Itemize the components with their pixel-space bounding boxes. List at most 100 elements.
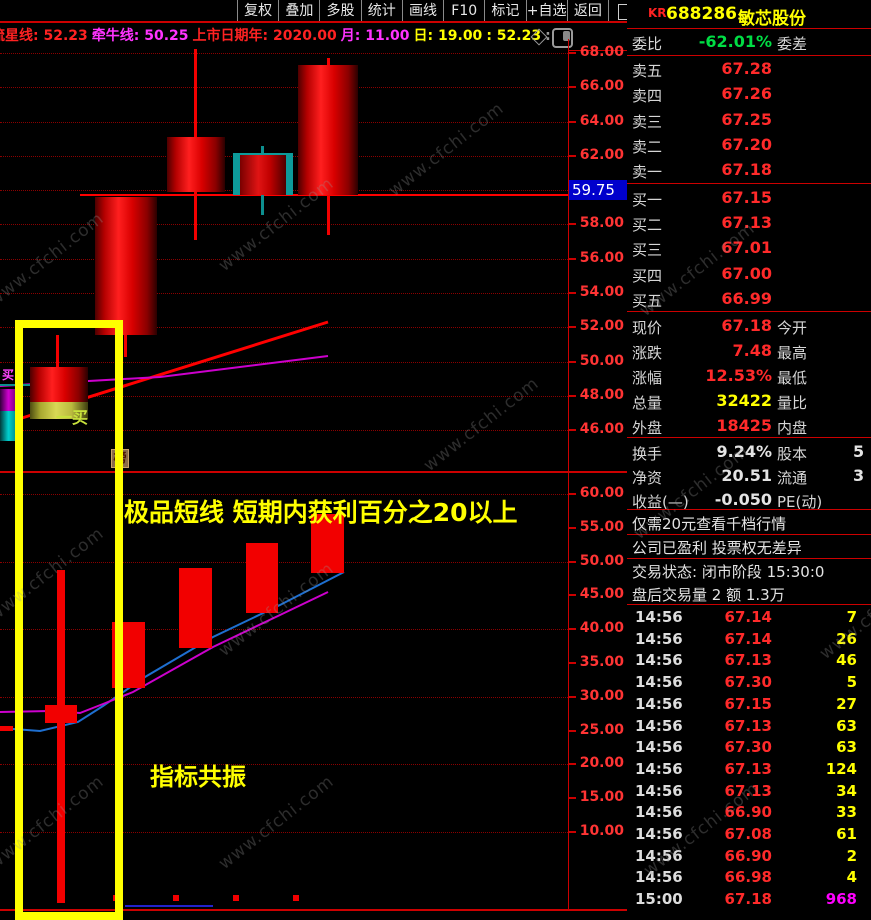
axis-label: 30.00 [579,688,624,704]
axis-label: 60.00 [579,485,624,501]
ask-row[interactable]: 卖五 67.28 [627,57,871,82]
ask-row[interactable]: 卖一 67.18 [627,158,871,183]
candle-wick [124,330,127,357]
toolbar-button-画线[interactable]: 画线 [401,0,443,22]
toolbar-button-叠加[interactable]: 叠加 [278,0,319,22]
info-value: 7.48 [732,341,772,360]
tick-volume: 46 [836,651,857,670]
info-label2: 量比 [777,394,808,412]
tick-price: 67.13 [724,716,772,735]
tick-row: 14:56 66.98 4 [627,866,871,888]
indicator-bar: 流星线: 52.23 牵牛线: 50.25 上市日期年: 2020.00 月: 11.… [0,25,555,45]
axis-label: 64.00 [579,113,624,129]
candle-layer [0,49,358,907]
axis-label: 25.00 [579,722,624,738]
tick-volume: 2 [846,846,857,865]
book-label: 买四 [632,266,663,285]
axis-tick [569,662,576,664]
candle [95,197,157,335]
tick-price: 66.90 [724,803,772,822]
axis-label: 10.00 [579,823,624,839]
book-label: 卖四 [632,87,663,106]
info-label: 总量 [632,394,663,412]
tick-time: 14:56 [635,673,683,692]
axis-label: 54.00 [579,284,624,300]
tick-price: 67.14 [724,629,772,648]
info-value2: 3 [853,466,865,485]
axis-label: 50.00 [579,353,624,369]
stock-header: KR 688286 敏芯股份 [627,2,871,29]
weibi-label: 委比 [632,35,663,53]
toolbar-button-返回[interactable]: 返回 [566,0,609,22]
tick-row: 15:00 67.18 968 [627,888,871,910]
tick-price: 67.18 [724,890,772,909]
book-price: 67.00 [721,263,772,283]
axis-border [568,39,569,910]
tick-volume: 63 [836,738,857,757]
ask-row[interactable]: 卖三 67.25 [627,108,871,133]
info-label: 涨幅 [632,369,663,387]
axis-tick [569,395,576,397]
info-value: -0.050 [714,490,772,509]
candle [233,153,293,195]
bid-row[interactable]: 买二 67.13 [627,211,871,236]
toolbar-button-标记[interactable]: 标记 [484,0,525,22]
bid-row[interactable]: 买四 67.00 [627,262,871,287]
toolbar: 复权 叠加 多股 统计 画线 F10 标记 +自选 返回 [237,0,609,22]
axis-tick [569,628,576,630]
tick-price: 67.13 [724,651,772,670]
toolbar-button-统计[interactable]: 统计 [360,0,402,22]
gridline [0,224,568,225]
info-row: 外盘 18425 内盘 [627,414,871,439]
info-row: 净资 20.51 流通 3 [627,464,871,489]
stock-code: 688286 [666,4,737,24]
info-row: 收益(—) -0.050 PE(动) [627,488,871,513]
tick-volume: 7 [846,608,857,626]
candle-wick [56,335,59,369]
tick-time: 14:56 [635,803,683,822]
ask-row[interactable]: 卖四 67.26 [627,82,871,107]
info-row: 换手 9.24% 股本 5 [627,440,871,465]
axis-tick [569,730,576,732]
toolbar-button-+自选[interactable]: +自选 [525,0,567,22]
tick-volume: 27 [836,694,857,713]
bid-row[interactable]: 买一 67.15 [627,186,871,211]
toolbar-button-多股[interactable]: 多股 [319,0,360,22]
tick-price: 67.13 [724,759,772,778]
stock-name: 敏芯股份 [738,9,806,29]
info-label: 现价 [632,319,663,337]
candle [125,905,213,907]
gridline [0,87,568,88]
toolbar-button-F10[interactable]: F10 [443,0,484,22]
toolbar-button-复权[interactable]: 复权 [237,0,278,22]
info-value: 67.18 [721,316,772,335]
axis-tick [569,52,576,54]
tick-volume: 5 [846,673,857,692]
tick-row: 14:56 67.13 63 [627,715,871,737]
book-price: 67.20 [721,134,772,154]
weibi-row: 委比 -62.01% 委差 [627,30,871,54]
axis-label: 50.00 [579,553,624,569]
tick-row: 14:56 67.30 63 [627,736,871,758]
candle-wick [261,146,264,156]
ad-link[interactable]: 仅需20元查看千档行情 [632,515,787,533]
market-flag: KR [648,6,667,20]
weicha-label: 委差 [777,35,808,53]
tick-time: 14:56 [635,608,683,626]
tick-time: 14:56 [635,781,683,800]
info-label2: PE(动) [777,493,823,511]
candle [0,726,13,731]
bid-row[interactable]: 买五 66.99 [627,287,871,312]
tick-volume: 4 [846,868,857,887]
info-row: 涨跌 7.48 最高 [627,339,871,364]
bid-row[interactable]: 买三 67.01 [627,236,871,261]
price-axis-sub: 60.00 55.00 50.00 45.00 40.00 35.00 30.00 25.00… [568,471,627,912]
tick-price: 66.98 [724,868,772,887]
ask-row[interactable]: 卖二 67.20 [627,133,871,158]
split-panel-icon[interactable] [552,28,573,48]
book-price: 67.15 [721,188,772,207]
tick-row: 14:56 67.30 5 [627,671,871,693]
info-label2: 最高 [777,344,808,362]
info-label2: 今开 [777,319,808,337]
gridline [0,562,568,563]
